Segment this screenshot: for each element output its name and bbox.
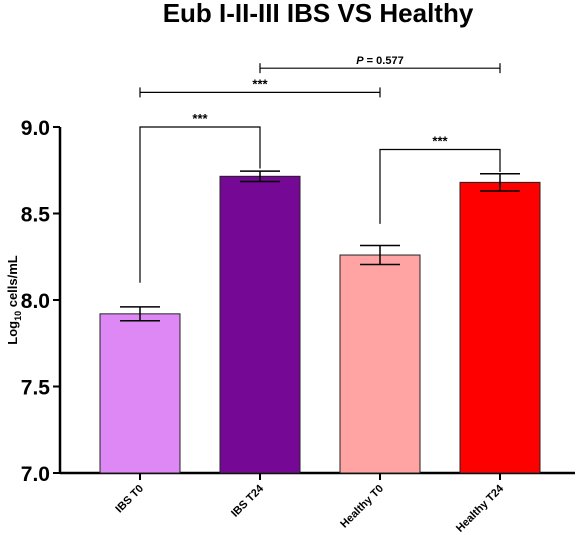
significance-label: P = 0.577 [356,55,403,67]
chart-bars: IBS T0 IBS T24 Healthy T0 Healthy T24 [99,170,541,535]
significance-label: *** [252,76,268,91]
significance-label: *** [192,111,208,126]
x-tick-label: Healthy T24 [454,482,507,535]
bar [99,313,181,474]
x-tick-label: Healthy T0 [338,483,386,531]
x-tick-label: IBS T0 [113,483,146,516]
significance-brackets: *** *** *** P = 0.577 [139,55,501,283]
y-axis-label: Log10 cells/mL [5,255,23,345]
y-tick-label: 9.0 [21,117,50,140]
chart-title: Eub I-II-III IBS VS Healthy [163,0,474,28]
y-tick-label: 7.0 [21,463,50,486]
significance-label: *** [432,133,448,148]
y-tick-label: 7.5 [21,377,51,400]
y-tick-label: 8.0 [21,290,50,313]
y-tick-label: 8.5 [21,204,51,227]
bar [219,175,301,474]
bar [339,254,421,474]
x-tick-label: IBS T24 [229,482,267,520]
significance-bracket [379,148,501,224]
significance-bracket [139,126,261,283]
bar [459,181,541,474]
